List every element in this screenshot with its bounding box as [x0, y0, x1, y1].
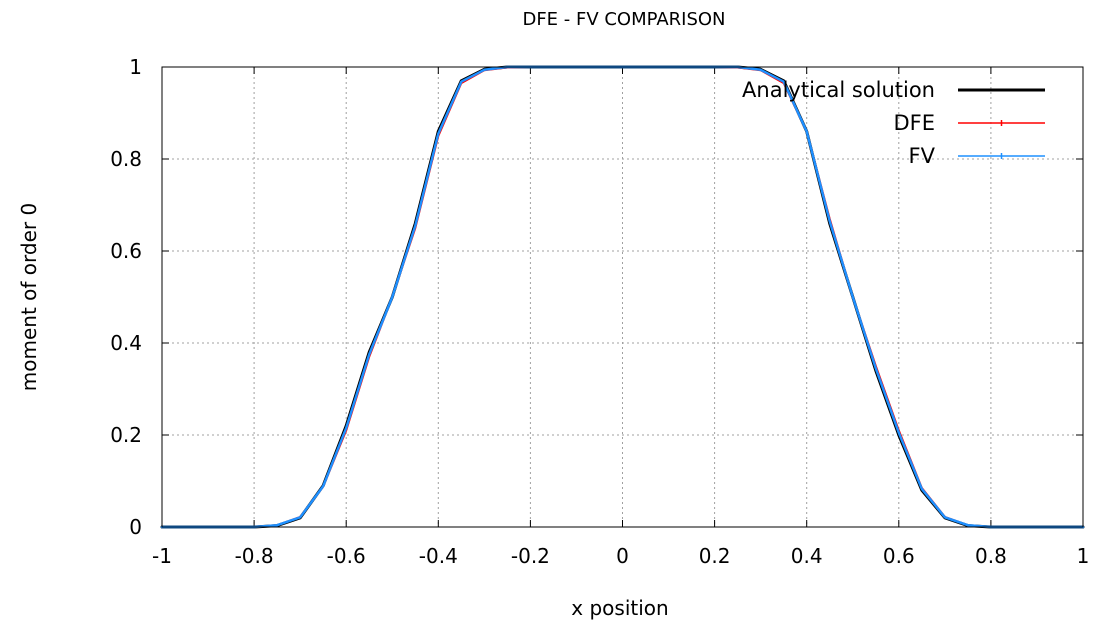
- y-tick-label: 0.6: [110, 239, 142, 263]
- x-tick-label: -1: [152, 544, 172, 568]
- y-tick-label: 0.2: [110, 423, 142, 447]
- x-tick-label: -0.8: [235, 544, 274, 568]
- x-tick-label: 1: [1077, 544, 1090, 568]
- y-tick-label: 0.8: [110, 147, 142, 171]
- y-tick-label: 1: [129, 55, 142, 79]
- x-tick-label: -0.6: [327, 544, 366, 568]
- x-tick-label: 0.2: [699, 544, 731, 568]
- legend-label: DFE: [893, 111, 935, 135]
- grid: [162, 67, 1083, 527]
- legend-label: Analytical solution: [742, 78, 935, 102]
- x-tick-label: -0.4: [419, 544, 458, 568]
- y-tick-label: 0: [129, 515, 142, 539]
- y-tick-label: 0.4: [110, 331, 142, 355]
- x-tick-label: 0: [616, 544, 629, 568]
- x-tick-label: 0.8: [975, 544, 1007, 568]
- x-tick-label: 0.6: [883, 544, 915, 568]
- plot-frame: [161, 66, 1084, 528]
- axis-ticks: -1 -0.8 -0.6 -0.4 -0.2 0 0.2 0.4 0.6 0.8 1 0 0.2 0.4 0…: [110, 55, 1089, 568]
- legend: Analytical solution DFE FV: [742, 78, 1045, 168]
- x-axis-title: x position: [571, 596, 668, 620]
- x-tick-label: -0.2: [511, 544, 550, 568]
- legend-label: FV: [909, 144, 936, 168]
- chart-title: DFE - FV COMPARISON: [522, 9, 725, 30]
- y-axis-title: moment of order 0: [17, 203, 41, 391]
- x-tick-label: 0.4: [791, 544, 823, 568]
